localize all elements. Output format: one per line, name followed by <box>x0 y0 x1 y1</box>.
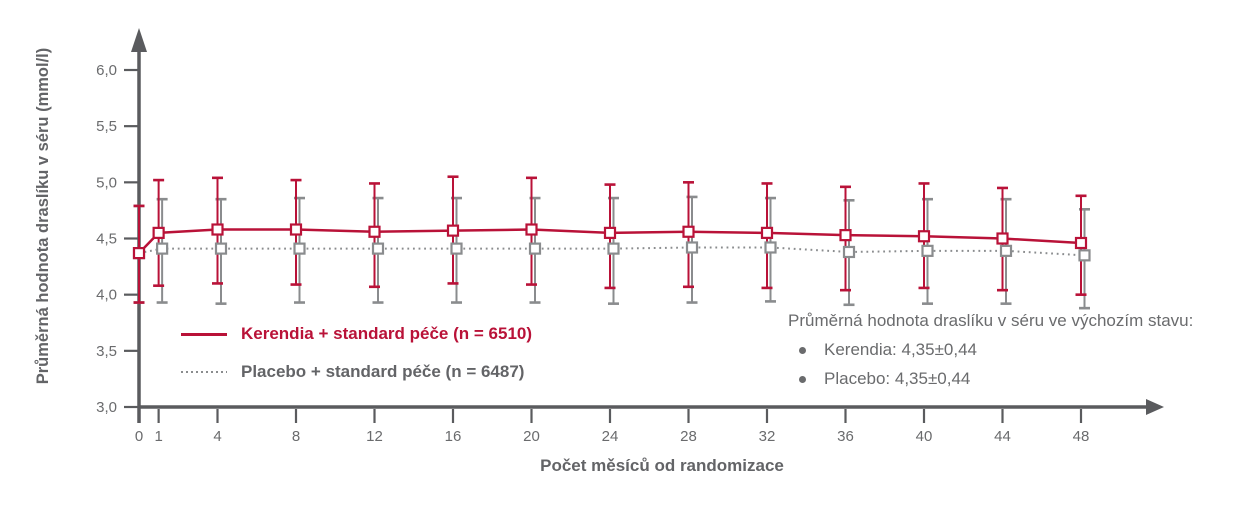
x-tick-label: 4 <box>213 428 221 445</box>
x-tick-label: 48 <box>1073 428 1090 445</box>
legend-label-placebo: Placebo + standard péče (n = 6487) <box>241 362 525 381</box>
x-tick-label: 12 <box>366 428 383 445</box>
y-tick-label: 3,0 <box>96 399 117 416</box>
kerendia-marker <box>211 223 224 236</box>
kerendia-marker <box>289 223 303 236</box>
y-tick-label: 5,0 <box>96 174 117 191</box>
y-axis-title: Průměrná hodnota draslíku v séru (mmol/l… <box>34 47 52 385</box>
legend-label-kerendia: Kerendia + standard péče (n = 6510) <box>241 324 533 343</box>
y-tick-label: 3,5 <box>96 343 117 360</box>
placebo-marker <box>842 245 856 259</box>
x-tick-label: 36 <box>837 428 854 445</box>
placebo-marker <box>921 244 934 257</box>
kerendia-line-swatch <box>181 332 227 336</box>
placebo-marker <box>450 242 463 255</box>
placebo-marker <box>156 242 169 255</box>
x-tick-label: 8 <box>292 428 300 445</box>
legend-item-kerendia: Kerendia + standard péče (n = 6510) <box>181 321 532 347</box>
x-tick-label: 1 <box>154 428 162 445</box>
kerendia-marker <box>682 225 695 238</box>
placebo-marker <box>764 241 777 254</box>
bullet-icon <box>799 346 806 354</box>
placebo-marker <box>214 242 228 255</box>
y-tick-label: 4,0 <box>96 287 117 304</box>
placebo-marker <box>371 242 385 255</box>
placebo-line-swatch <box>181 371 227 373</box>
x-tick-label: 44 <box>994 428 1011 445</box>
placebo-marker <box>607 242 620 255</box>
x-tick-label: 32 <box>759 428 776 445</box>
kerendia-marker <box>603 226 617 239</box>
kerendia-marker <box>760 226 774 239</box>
x-tick-label: 16 <box>445 428 462 445</box>
x-axis-arrow-icon <box>1146 399 1164 415</box>
baseline-note-kerendia-value: Kerendia: 4,35±0,44 <box>824 340 977 359</box>
placebo-marker <box>293 242 306 255</box>
kerendia-line <box>138 228 1082 254</box>
y-tick-label: 4,5 <box>96 231 117 248</box>
kerendia-marker <box>525 223 538 236</box>
x-axis-title: Počet měsíců od randomizace <box>540 456 784 475</box>
kerendia-marker <box>446 224 460 237</box>
baseline-note-item-placebo: Placebo: 4,35±0,44 <box>788 369 1193 389</box>
kerendia-marker <box>152 226 165 239</box>
y-tick-label: 6,0 <box>96 62 117 79</box>
kerendia-marker <box>996 232 1009 245</box>
placebo-marker <box>1078 249 1091 262</box>
x-tick-label: 20 <box>523 428 540 445</box>
placebo-marker <box>685 241 699 254</box>
placebo-marker <box>999 244 1013 257</box>
legend: Kerendia + standard péče (n = 6510) Plac… <box>181 321 532 397</box>
x-tick-label: 0 <box>135 428 143 445</box>
placebo-line <box>138 246 1085 257</box>
bullet-icon <box>799 375 806 383</box>
y-tick-label: 5,5 <box>96 118 117 135</box>
kerendia-marker <box>917 230 931 243</box>
baseline-note: Průměrná hodnota draslíku v séru ve vých… <box>788 311 1193 389</box>
x-tick-label: 28 <box>680 428 697 445</box>
kerendia-marker <box>132 247 146 260</box>
kerendia-marker <box>1074 236 1088 250</box>
kerendia-marker <box>368 225 381 238</box>
x-tick-label: 24 <box>602 428 619 445</box>
baseline-note-item-kerendia: Kerendia: 4,35±0,44 <box>788 340 1193 360</box>
baseline-note-placebo-value: Placebo: 4,35±0,44 <box>824 369 971 388</box>
y-axis-arrow-icon <box>131 28 147 52</box>
x-tick-label: 40 <box>916 428 933 445</box>
baseline-note-title: Průměrná hodnota draslíku v séru ve vých… <box>788 311 1194 330</box>
placebo-marker <box>528 242 542 255</box>
legend-item-placebo: Placebo + standard péče (n = 6487) <box>181 359 532 385</box>
kerendia-marker <box>839 229 852 242</box>
